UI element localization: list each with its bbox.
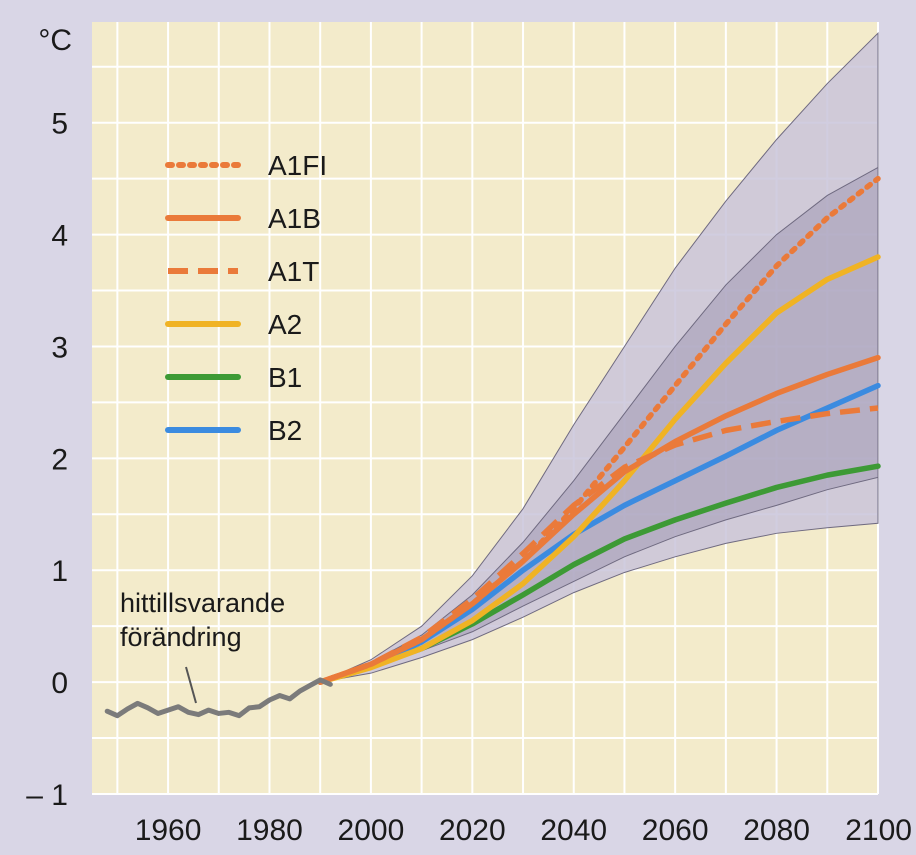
y-tick-label: 3 (51, 331, 68, 364)
x-tick-label: 2060 (642, 814, 709, 847)
legend-label-a2: A2 (268, 309, 302, 340)
legend-label-b2: B2 (268, 415, 302, 446)
series-line-a1fi (317, 175, 881, 685)
legend: A1FI A1B A1T A2 B1 B2 (165, 150, 327, 446)
historical-annotation: hittillsvarande förändring (120, 588, 285, 704)
legend-label-a1fi: A1FI (268, 150, 327, 181)
y-tick-label: 0 (51, 667, 68, 700)
y-axis-unit-label: °C (38, 24, 72, 57)
y-tick-label: – 1 (26, 779, 68, 812)
inner-range-band (320, 166, 879, 683)
historical-line-group (104, 677, 333, 719)
series-line-a2 (317, 254, 881, 685)
scenario-lines (317, 175, 881, 685)
y-axis-tick-labels: – 1 0 1 2 3 4 5 (26, 108, 68, 812)
legend-label-a1b: A1B (268, 203, 321, 234)
y-tick-label: 5 (51, 108, 68, 141)
x-tick-label: 1960 (135, 814, 202, 847)
x-tick-label: 2040 (540, 814, 607, 847)
y-tick-label: 4 (51, 220, 68, 253)
historical-label-line: förändring (120, 622, 242, 652)
y-tick-label: 2 (51, 443, 68, 476)
x-axis-tick-labels: 1960 1980 2000 2020 2040 2060 2080 2100 (135, 814, 912, 847)
legend-label-a1t: A1T (268, 256, 319, 287)
x-tick-label: 2100 (845, 814, 912, 847)
historical-label: hittillsvarande förändring (120, 588, 285, 652)
x-tick-label: 1980 (236, 814, 303, 847)
annotation-pointer-line (185, 666, 197, 704)
x-tick-label: 2000 (338, 814, 405, 847)
x-tick-label: 2080 (743, 814, 810, 847)
x-tick-label: 2020 (439, 814, 506, 847)
historical-label-line: hittillsvarande (120, 588, 285, 618)
uncertainty-bands (319, 31, 879, 683)
historical-line (104, 677, 333, 719)
legend-label-b1: B1 (268, 362, 302, 393)
y-tick-label: 1 (51, 555, 68, 588)
